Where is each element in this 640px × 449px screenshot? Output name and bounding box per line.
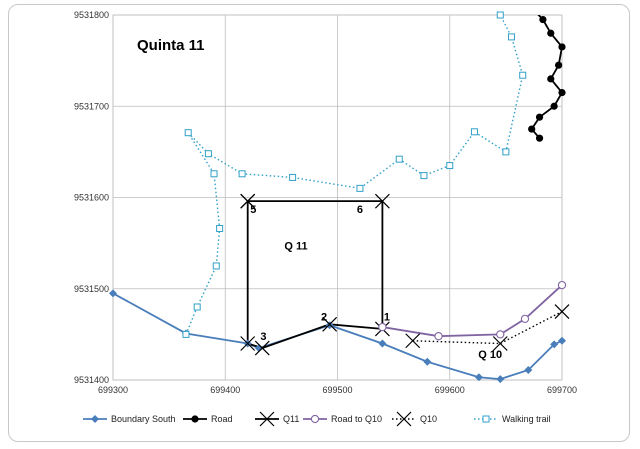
annotation-label: Q 11 [284,241,307,253]
boundary-south-point [325,321,334,330]
boundary-south-point [558,336,566,345]
walking-trail-point [184,129,192,137]
boundary-south-line [113,292,562,380]
walking-trail-point [395,155,403,163]
boundary-south-point [474,373,483,382]
walking-trail-point [182,330,190,338]
legend-label: Boundary South [111,414,176,424]
road-point [555,61,563,69]
walking-trail-point [470,128,478,136]
q11-point [240,193,256,209]
walking-trail-point [212,262,220,270]
walking-trail-point [238,170,246,178]
road-to-q10-point [520,314,530,324]
legend-label: Q10 [420,414,437,424]
y-tick-label: 9531800 [74,10,109,20]
legend-label: Road to Q10 [331,414,382,424]
road-point [528,125,536,133]
road-point [547,29,555,37]
walking-trail-point [216,225,224,233]
walking-trail-point [446,162,454,170]
y-tick-label: 9531400 [74,375,109,385]
annotation-label: Q 10 [478,349,502,361]
legend-marker [259,411,275,427]
q11-point [322,316,338,332]
annotation-label: 6 [357,204,363,216]
walking-trail-point [502,148,510,156]
road-to-q10-point [557,280,567,290]
walking-trail-point [519,71,527,79]
q10-point [554,304,570,319]
y-tick-label: 9531500 [74,284,109,294]
walking-trail-point [420,172,428,180]
legend-item-q10: Q10 [392,411,437,427]
walking-trail-point [204,150,212,158]
legend-label: Q11 [283,414,299,424]
annotation-label: 1 [384,312,390,324]
boundary-south-point [550,340,559,349]
road-point [535,113,544,121]
legend-label: Road [211,414,233,424]
legend-marker [396,411,412,427]
walking-trail-point [496,11,504,19]
walking-trail-point [210,170,218,178]
walking-trail-point [356,184,364,192]
legend-marker [91,415,99,423]
boundary-south-point [524,365,533,374]
legend-item-road: Road [183,414,233,424]
q10-point [405,333,421,349]
y-tick-label: 9531600 [74,193,109,203]
x-tick-label: 699600 [435,385,465,395]
legend-label: Walking trail [502,414,551,424]
tick-labels: 699300 699400 699500 699600 699700 9531400 953… [74,10,577,395]
road-point [539,15,547,24]
road-point [547,75,555,83]
walking-trail-line [185,15,524,335]
annotation-label: 5 [250,204,256,216]
walking-trail-point [507,33,515,41]
boundary-south-point [496,375,505,384]
road-to-q10-point [434,332,443,341]
q10-line [412,310,562,345]
q11-point [240,336,256,351]
marker-layer [109,11,570,384]
walking-trail-point [289,173,297,181]
walking-trail-point [193,303,201,311]
road-point [550,102,558,110]
legend-item-boundary-south: Boundary South [83,414,176,424]
road-to-q10-point [496,330,505,339]
q11-point [374,193,390,209]
boundary-south-point [109,289,117,298]
boundary-south-point [423,357,432,366]
q11-line [246,200,384,350]
chart-title: Quinta 11 [137,37,205,54]
road-to-q10-point [378,322,387,332]
legend: Boundary South Road Q11 Road to Q10 Q10 Walki… [83,411,551,427]
legend-item-walking-trail: Walking trail [474,414,551,424]
annotations: 5 6 Q 11 1 2 3 Q 10 [250,204,502,361]
legend-item-road-to-q10: Road to Q10 [303,414,382,424]
grid [112,14,563,381]
x-tick-label: 699300 [98,385,128,395]
legend-marker [482,415,490,423]
q11-point [254,340,270,356]
plot-area [112,14,563,381]
x-tick-label: 699500 [322,385,352,395]
road-point [558,43,566,51]
legend-marker [310,414,320,424]
boundary-south-point [378,339,387,348]
annotation-label: 3 [260,331,266,343]
x-tick-label: 699400 [210,385,240,395]
legend-item-q11: Q11 [255,411,299,427]
road-point [558,88,566,97]
annotation-label: 2 [321,312,327,324]
q10-point [492,336,508,351]
road-point [535,134,544,142]
road-to-q10-line [382,284,562,338]
x-tick-label: 699700 [547,385,577,395]
legend-marker [191,415,199,423]
y-tick-label: 9531700 [74,101,109,111]
